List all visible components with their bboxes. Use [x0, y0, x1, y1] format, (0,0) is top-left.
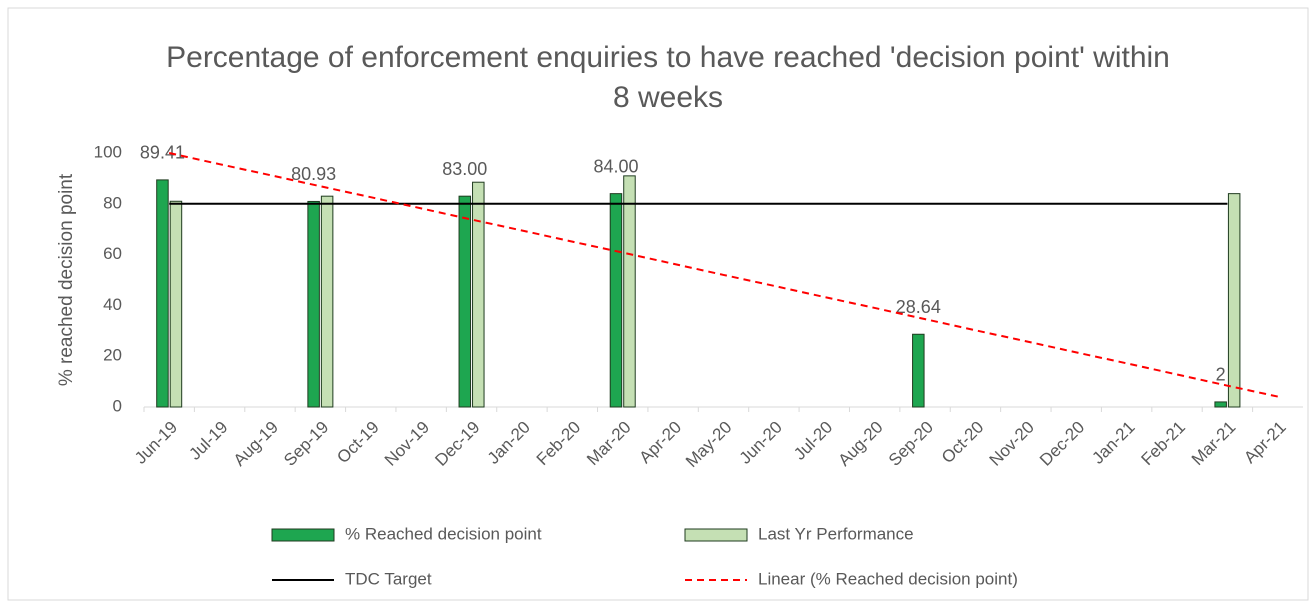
bar [156, 179, 169, 408]
y-axis-label: % reached decision point [56, 173, 77, 386]
bar [458, 195, 472, 408]
data-label: 80.93 [291, 164, 336, 184]
bar [320, 195, 334, 408]
bar [623, 175, 636, 408]
bar [1227, 193, 1241, 408]
y-tick-label: 100 [94, 142, 122, 161]
legend-label: Linear (% Reached decision point) [758, 569, 1018, 588]
legend-label: TDC Target [345, 569, 432, 588]
legend-label: Last Yr Performance [758, 524, 914, 543]
legend-swatch [271, 528, 335, 542]
bar [307, 200, 320, 408]
bar [609, 193, 623, 408]
data-label: 89.41 [140, 143, 185, 163]
chart-border [7, 7, 1309, 601]
legend-swatch [684, 528, 748, 542]
data-label: 28.64 [896, 297, 941, 317]
bar [169, 200, 183, 408]
legend-label: % Reached decision point [345, 524, 542, 543]
data-label: 84.00 [593, 156, 638, 176]
y-tick-label: 20 [103, 346, 122, 365]
bar [1214, 401, 1227, 408]
y-tick-label: 0 [113, 396, 122, 415]
bar [912, 333, 925, 408]
data-label: 83.00 [442, 159, 487, 179]
y-tick-label: 40 [103, 295, 122, 314]
y-tick-label: 60 [103, 244, 122, 263]
bar [472, 181, 485, 408]
trend-line [168, 152, 1279, 398]
chart-title: Percentage of enforcement enquiries to h… [166, 41, 1170, 114]
data-label: 2 [1216, 365, 1226, 385]
y-tick-label: 80 [103, 193, 122, 212]
